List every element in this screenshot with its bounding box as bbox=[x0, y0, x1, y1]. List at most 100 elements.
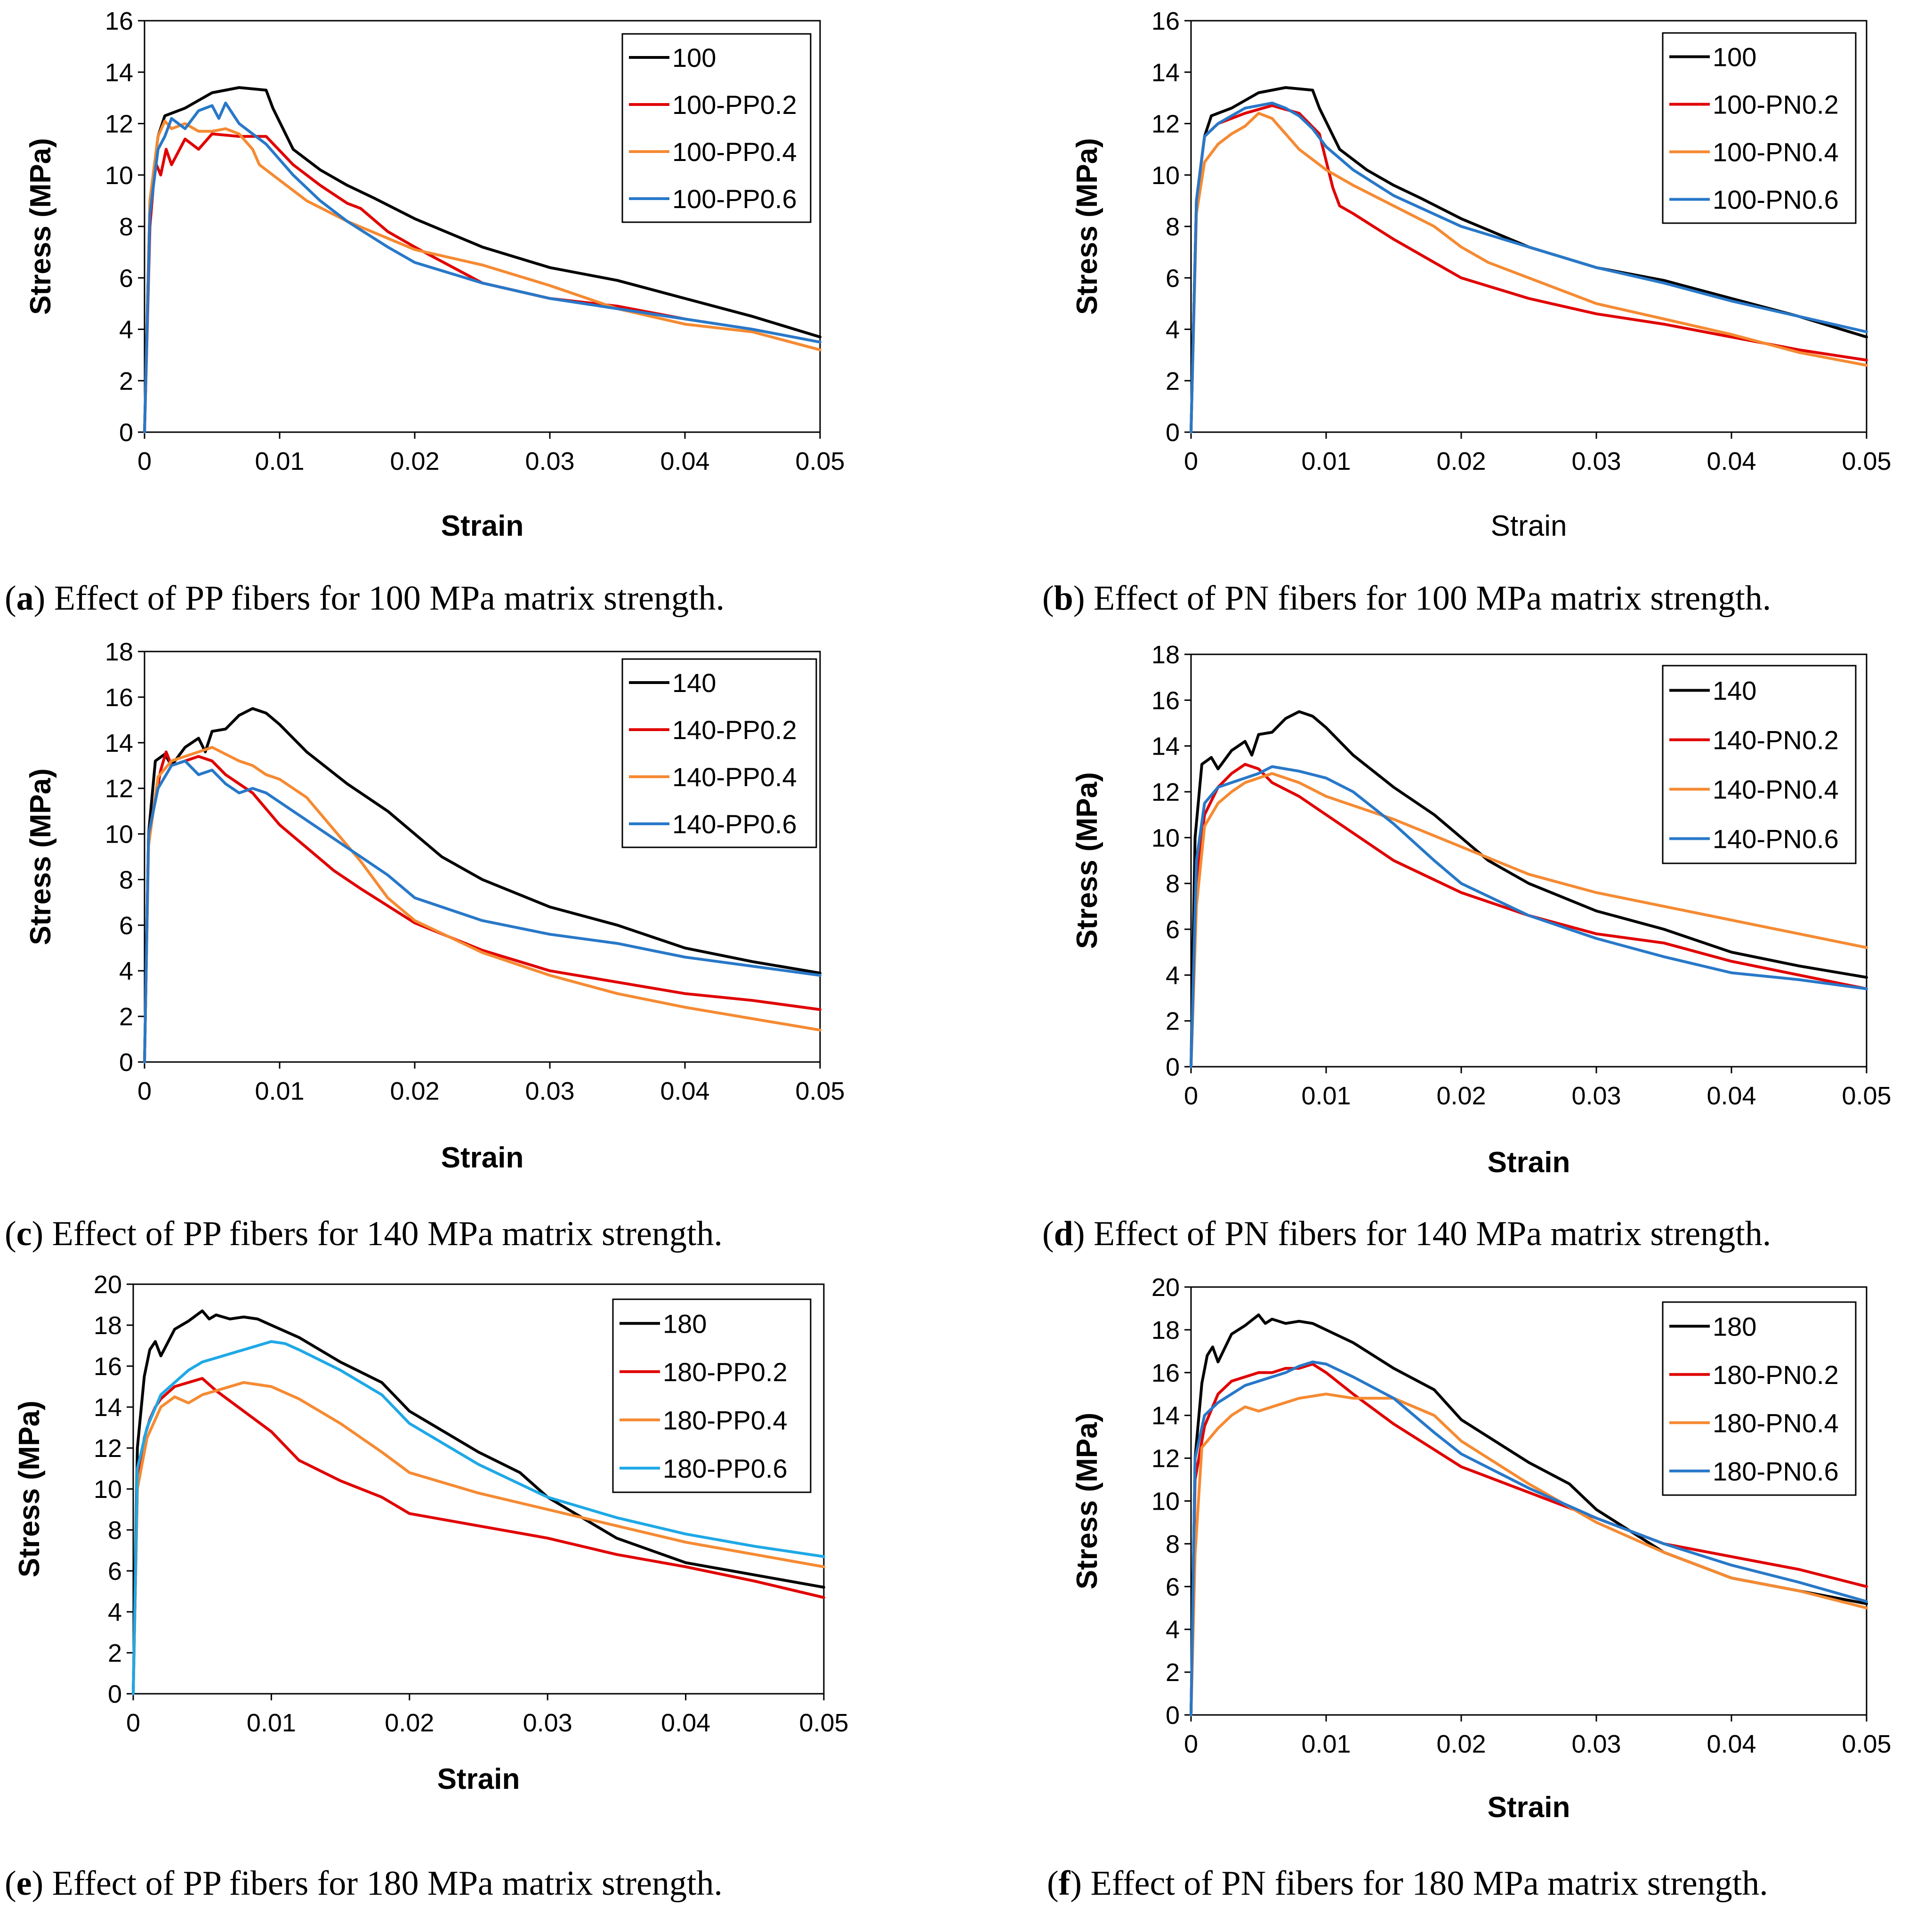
y-tick-label: 14 bbox=[94, 1393, 122, 1422]
x-tick-label: 0.05 bbox=[799, 1709, 848, 1737]
x-tick-label: 0.02 bbox=[390, 1077, 439, 1105]
x-tick-label: 0.03 bbox=[1571, 1082, 1621, 1110]
legend-box bbox=[1662, 665, 1857, 864]
series-line-100 bbox=[143, 86, 821, 434]
y-tick-label: 2 bbox=[1166, 367, 1180, 395]
x-tick-label: 0.04 bbox=[660, 447, 709, 475]
y-tick-label: 20 bbox=[94, 1271, 122, 1299]
y-tick-label: 8 bbox=[119, 213, 133, 241]
y-tick-label: 16 bbox=[1151, 1359, 1180, 1387]
chart-a: 0 2 4 6 8 10 12 14 16 0 0.01 0.02 0.03 0.04 0.05 Strain… bbox=[24, 7, 845, 542]
y-tick-label: 2 bbox=[108, 1639, 122, 1667]
x-axis-label: Strain bbox=[1488, 1146, 1570, 1179]
chart-e: 0 2 4 6 8 10 12 14 16 18 20 0 0.01 0.02 0.03 0.04 0.05 St… bbox=[13, 1271, 849, 1795]
x-tick-label: 0.05 bbox=[1842, 447, 1891, 475]
series-line-100-PN0.6 bbox=[1190, 101, 1868, 434]
legend-label: 180-PP0.4 bbox=[663, 1405, 788, 1435]
x-tick-label: 0 bbox=[137, 1077, 152, 1105]
x-tick-label: 0.04 bbox=[660, 1077, 709, 1105]
y-tick-label: 16 bbox=[105, 7, 133, 35]
series-line-140 bbox=[1190, 710, 1868, 1068]
x-tick-label: 0.03 bbox=[525, 447, 574, 475]
y-tick-label: 20 bbox=[1151, 1273, 1180, 1302]
series-line-180 bbox=[132, 1309, 825, 1695]
y-tick-label: 10 bbox=[1151, 1488, 1180, 1516]
x-tick-label: 0.02 bbox=[385, 1709, 434, 1737]
caption-d: (d) Effect of PN fibers for 140 MPa matr… bbox=[1042, 1215, 1771, 1253]
x-axis-label: Strain bbox=[1488, 1791, 1570, 1824]
y-tick-label: 2 bbox=[1166, 1658, 1180, 1687]
y-tick-label: 12 bbox=[105, 775, 133, 803]
legend-box bbox=[621, 33, 812, 223]
legend-label: 180-PN0.4 bbox=[1713, 1408, 1839, 1438]
legend-label: 140 bbox=[672, 668, 716, 698]
legend: 100 100-PP0.2 100-PP0.4 100-PP0.6 bbox=[621, 33, 812, 223]
legend-label: 180 bbox=[663, 1309, 707, 1338]
y-tick-label: 10 bbox=[1151, 161, 1180, 190]
y-tick-label: 8 bbox=[119, 866, 133, 894]
caption-f: (f) Effect of PN fibers for 180 MPa matr… bbox=[1047, 1864, 1768, 1903]
y-tick-label: 8 bbox=[1166, 1530, 1180, 1558]
legend-box bbox=[612, 1298, 812, 1493]
y-axis-label: Stress (MPa) bbox=[1071, 138, 1103, 315]
legend-box bbox=[1662, 1301, 1857, 1496]
y-tick-label: 6 bbox=[1166, 916, 1180, 944]
y-tick-label: 10 bbox=[105, 821, 133, 849]
legend: 180 180-PP0.2 180-PP0.4 180-PP0.6 bbox=[612, 1298, 812, 1493]
y-tick-label: 6 bbox=[1166, 264, 1180, 292]
legend: 140 140-PN0.2 140-PN0.4 140-PN0.6 bbox=[1662, 665, 1857, 864]
y-tick-label: 4 bbox=[1166, 1616, 1180, 1644]
y-tick-label: 8 bbox=[108, 1516, 122, 1545]
series-line-140-PN0.6 bbox=[1190, 765, 1868, 1068]
series-line-180-PP0.6 bbox=[132, 1340, 825, 1695]
series-line-180 bbox=[1190, 1313, 1868, 1716]
series-line-100-PP0.6 bbox=[143, 101, 821, 434]
x-tick-label: 0.03 bbox=[1571, 447, 1621, 475]
y-tick-label: 14 bbox=[1151, 732, 1180, 761]
chart-d: 0 2 4 6 8 10 12 14 16 18 0 0.01 0.02 0.03 0.04 0.05 Stra… bbox=[1071, 641, 1892, 1179]
x-axis-label: Strain bbox=[437, 1763, 520, 1795]
legend-label: 180-PN0.6 bbox=[1713, 1456, 1839, 1486]
legend-label: 100-PN0.4 bbox=[1713, 137, 1839, 167]
x-tick-label: 0.04 bbox=[1707, 1730, 1756, 1758]
x-tick-label: 0.01 bbox=[255, 1077, 304, 1105]
series-line-140-PN0.4 bbox=[1190, 772, 1868, 1068]
y-tick-label: 18 bbox=[94, 1312, 122, 1340]
series-line-140-PP0.4 bbox=[143, 746, 821, 1063]
legend: 140 140-PP0.2 140-PP0.4 140-PP0.6 bbox=[621, 658, 817, 848]
x-tick-label: 0.04 bbox=[661, 1709, 710, 1737]
legend: 180 180-PN0.2 180-PN0.4 180-PN0.6 bbox=[1662, 1301, 1857, 1496]
y-tick-label: 14 bbox=[1151, 1402, 1180, 1430]
x-tick-label: 0.02 bbox=[1436, 1730, 1486, 1758]
x-tick-label: 0.05 bbox=[795, 1077, 845, 1105]
y-tick-label: 6 bbox=[108, 1557, 122, 1585]
x-tick-label: 0.04 bbox=[1707, 447, 1756, 475]
legend-label: 140 bbox=[1713, 676, 1756, 706]
y-tick-label: 18 bbox=[105, 638, 133, 666]
x-tick-label: 0.05 bbox=[1842, 1082, 1891, 1110]
series-line-140-PP0.2 bbox=[143, 750, 821, 1063]
legend-label: 180-PP0.6 bbox=[663, 1454, 788, 1483]
y-tick-label: 0 bbox=[119, 1048, 133, 1077]
y-axis-label: Stress (MPa) bbox=[1071, 1413, 1103, 1590]
legend-label: 180 bbox=[1713, 1312, 1756, 1341]
x-tick-label: 0.04 bbox=[1707, 1082, 1756, 1110]
legend-label: 100-PN0.2 bbox=[1713, 90, 1839, 120]
x-tick-label: 0.05 bbox=[795, 447, 845, 475]
x-tick-label: 0.03 bbox=[1571, 1730, 1621, 1758]
chart-f: 0 2 4 6 8 10 12 14 16 18 20 0 0.01 0.02 0.03 0.04 0.05 St… bbox=[1071, 1273, 1892, 1824]
legend-box bbox=[1662, 32, 1857, 224]
y-tick-label: 18 bbox=[1151, 1316, 1180, 1344]
y-tick-label: 12 bbox=[1151, 1445, 1180, 1473]
legend-label: 100-PP0.4 bbox=[672, 137, 797, 167]
y-tick-label: 0 bbox=[1166, 418, 1180, 447]
caption-c: (c) Effect of PP fibers for 140 MPa matr… bbox=[5, 1215, 723, 1253]
caption-b: (b) Effect of PN fibers for 100 MPa matr… bbox=[1042, 579, 1771, 618]
y-tick-label: 4 bbox=[1166, 961, 1180, 990]
x-tick-label: 0.01 bbox=[1301, 1082, 1351, 1110]
legend-label: 100-PP0.6 bbox=[672, 184, 797, 214]
x-tick-label: 0.01 bbox=[1301, 1730, 1351, 1758]
y-tick-label: 10 bbox=[105, 161, 133, 190]
y-tick-label: 12 bbox=[1151, 778, 1180, 806]
x-tick-label: 0.01 bbox=[1301, 447, 1351, 475]
